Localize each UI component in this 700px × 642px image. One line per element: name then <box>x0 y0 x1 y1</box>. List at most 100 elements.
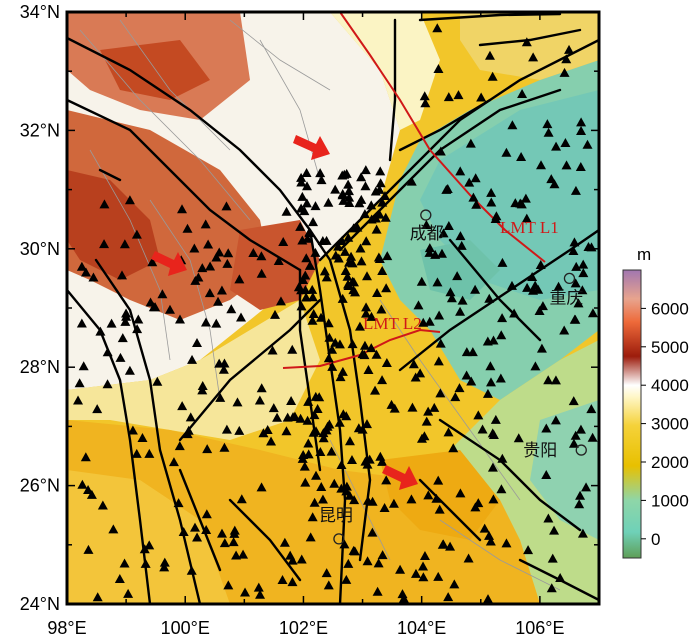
station-marker <box>302 233 313 243</box>
station-marker <box>495 373 506 383</box>
station-marker <box>119 239 130 249</box>
station-marker <box>424 316 435 326</box>
station-marker <box>398 593 409 603</box>
station-marker <box>577 528 588 538</box>
station-marker <box>406 494 417 504</box>
station-marker <box>211 318 222 328</box>
station-marker <box>114 573 125 583</box>
city-marker <box>420 209 432 221</box>
station-marker <box>546 583 557 593</box>
station-marker <box>307 512 318 522</box>
motion-arrow-south <box>382 465 418 490</box>
station-marker <box>168 457 179 467</box>
station-marker <box>521 213 532 223</box>
station-marker <box>359 209 370 219</box>
station-marker <box>253 582 264 592</box>
station-marker <box>145 297 156 307</box>
city-label: 贵阳 <box>523 441 557 461</box>
station-marker <box>380 212 391 222</box>
station-marker <box>297 191 308 201</box>
station-marker <box>361 302 372 312</box>
station-marker <box>307 284 318 294</box>
station-marker <box>361 419 372 429</box>
station-marker <box>301 292 312 302</box>
station-marker <box>421 416 432 426</box>
station-marker <box>92 592 103 602</box>
station-marker <box>268 403 279 413</box>
station-marker <box>262 425 273 435</box>
station-marker <box>575 161 586 171</box>
station-marker <box>131 229 142 239</box>
station-marker <box>307 315 318 325</box>
station-marker <box>432 277 443 287</box>
station-marker <box>564 44 575 54</box>
station-marker <box>442 184 453 194</box>
colorbar-label: 5000 <box>651 338 689 357</box>
station-marker <box>303 438 314 448</box>
station-marker <box>157 289 168 299</box>
station-marker <box>450 392 461 402</box>
station-marker <box>132 324 143 334</box>
station-marker <box>124 365 135 375</box>
profile-label-l2: LMT L2 <box>363 314 422 333</box>
station-marker <box>229 528 240 538</box>
station-marker <box>305 532 316 542</box>
station-marker <box>509 308 520 318</box>
station-marker <box>83 544 94 554</box>
station-marker <box>379 502 390 512</box>
station-marker <box>568 246 579 256</box>
station-marker <box>501 147 512 157</box>
station-marker <box>333 253 344 263</box>
station-marker <box>347 339 358 349</box>
station-marker <box>362 495 373 505</box>
station-marker <box>455 166 466 176</box>
station-marker <box>367 527 378 537</box>
station-marker <box>185 412 196 422</box>
station-marker <box>238 549 249 559</box>
station-marker <box>343 232 354 242</box>
station-marker <box>148 302 159 312</box>
station-marker <box>536 343 547 353</box>
station-marker <box>419 91 430 101</box>
elevation-colorbar: m 6000 5000 4000 3000 2000 1000 0 <box>622 245 689 559</box>
station-marker <box>187 354 198 364</box>
station-marker <box>424 243 435 253</box>
station-marker <box>373 558 384 568</box>
station-marker <box>281 206 292 216</box>
station-marker <box>221 424 232 434</box>
station-marker <box>568 396 579 406</box>
station-marker <box>438 539 449 549</box>
station-marker <box>92 404 103 414</box>
station-marker <box>336 483 347 493</box>
station-marker <box>343 186 354 196</box>
station-marker <box>370 385 381 395</box>
station-marker <box>88 272 99 282</box>
station-marker <box>418 561 429 571</box>
station-marker <box>341 481 352 491</box>
station-marker <box>542 119 553 129</box>
station-marker <box>214 358 225 368</box>
lon-label: 104°E <box>397 618 446 638</box>
station-marker <box>541 470 552 480</box>
station-marker <box>323 580 334 590</box>
station-marker <box>410 568 421 578</box>
station-marker <box>316 482 327 492</box>
station-marker <box>578 268 589 278</box>
station-marker <box>576 125 587 135</box>
station-marker <box>561 54 572 64</box>
station-marker <box>535 259 546 269</box>
station-marker <box>534 306 545 316</box>
station-marker <box>559 67 570 77</box>
station-marker <box>357 424 368 434</box>
lon-label: 106°E <box>515 618 564 638</box>
station-marker <box>219 538 230 548</box>
station-marker <box>506 280 517 290</box>
station-marker <box>299 206 310 216</box>
station-marker <box>334 339 345 349</box>
station-marker <box>137 432 148 442</box>
latitude-labels: 34°N 32°N 30°N 28°N 26°N 24°N <box>20 2 60 614</box>
station-marker <box>436 248 447 258</box>
station-marker <box>520 193 531 203</box>
station-marker <box>377 375 388 385</box>
station-marker <box>231 550 242 560</box>
